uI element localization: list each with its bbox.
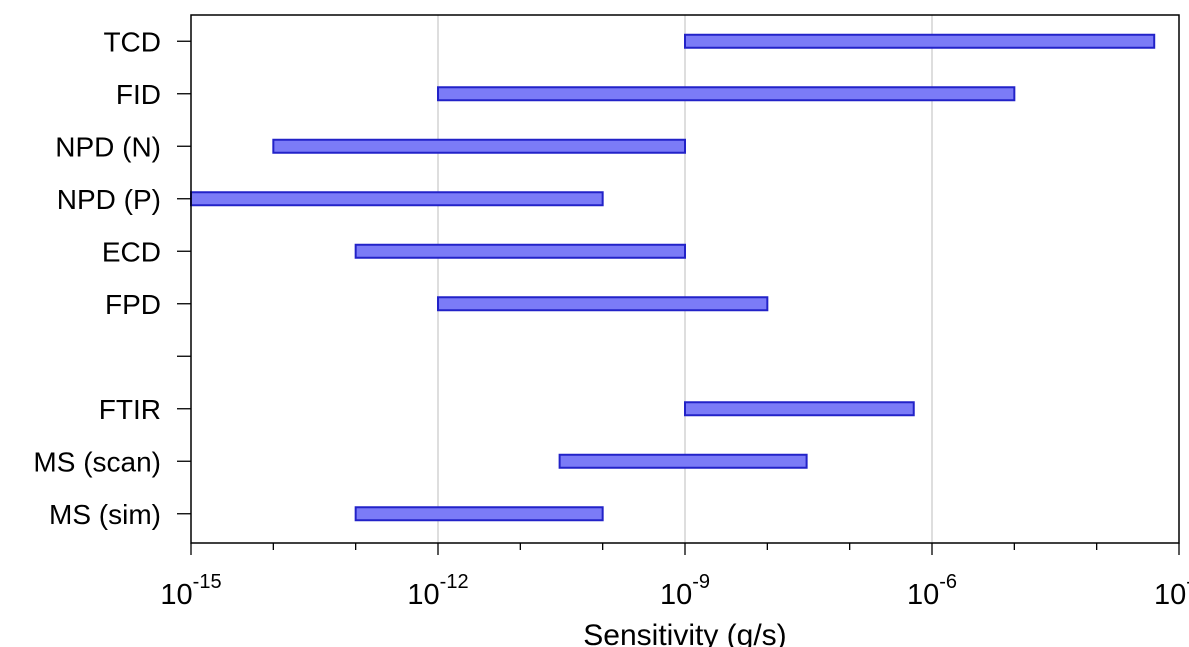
y-tick-label: FID <box>116 79 161 110</box>
bars <box>190 33 1156 522</box>
bar <box>354 243 686 259</box>
x-axis-title: Sensitivity (g/s) <box>583 619 786 647</box>
x-tick-label: 10-3 <box>1154 571 1189 611</box>
bar <box>190 191 604 207</box>
x-tick-label: 10-12 <box>407 571 468 611</box>
x-tick-label: 10-6 <box>907 571 957 611</box>
bar <box>684 33 1156 49</box>
x-axis: 10-15 10-12 10-9 10-6 10-3 <box>160 543 1189 611</box>
bar <box>437 296 769 312</box>
y-tick-label: FTIR <box>99 394 161 425</box>
bar <box>437 86 1016 102</box>
y-tick-label: MS (sim) <box>49 499 161 530</box>
y-tick-label: TCD <box>103 26 161 57</box>
y-tick-label: MS (scan) <box>33 446 161 477</box>
bar <box>684 401 915 417</box>
x-tick-label: 10-15 <box>160 571 221 611</box>
bar <box>354 506 604 522</box>
y-tick-label: NPD (N) <box>55 131 161 162</box>
y-tick-label: ECD <box>102 236 161 267</box>
y-tick-label: FPD <box>105 289 161 320</box>
y-axis: TCD FID NPD (N) NPD (P) ECD FPD FTIR MS (scan) M… <box>33 26 191 530</box>
bar <box>558 453 808 469</box>
y-tick-label: NPD (P) <box>57 184 161 215</box>
bar <box>272 138 686 154</box>
x-tick-label: 10-9 <box>660 571 710 611</box>
